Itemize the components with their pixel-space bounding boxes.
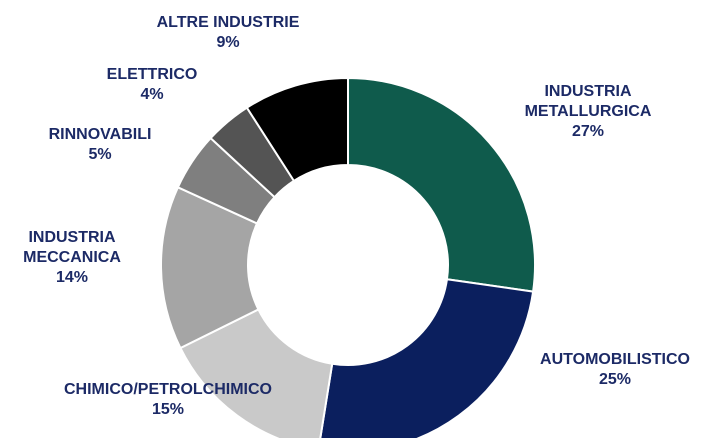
slice-label: INDUSTRIA MECCANICA 14% <box>17 228 127 288</box>
donut-slice <box>347 76 536 293</box>
slice-label: INDUSTRIA METALLURGICA 27% <box>513 82 663 142</box>
value-label: 9% <box>216 34 240 51</box>
value-label: 27% <box>571 123 605 140</box>
value-label: 4% <box>140 86 164 103</box>
value-label: 14% <box>55 269 89 286</box>
slice-label: AUTOMOBILISTICO 25% <box>515 350 710 390</box>
category-label: ALTRE INDUSTRIE <box>156 14 300 31</box>
category-label: INDUSTRIA MECCANICA <box>23 229 121 266</box>
value-label: 5% <box>88 146 112 163</box>
slice-label: ELETTRICO 4% <box>87 65 217 105</box>
slice-label: ALTRE INDUSTRIE 9% <box>128 13 328 53</box>
slice-label: CHIMICO/PETROLCHIMICO 15% <box>33 380 303 420</box>
value-label: 25% <box>598 371 632 388</box>
slice-label: RINNOVABILI 5% <box>35 125 165 165</box>
category-label: AUTOMOBILISTICO <box>540 351 690 368</box>
category-label: ELETTRICO <box>106 66 198 83</box>
category-label: INDUSTRIA METALLURGICA <box>524 83 652 120</box>
category-label: CHIMICO/PETROLCHIMICO <box>64 381 272 398</box>
donut-slice <box>245 76 349 183</box>
value-label: 15% <box>151 401 185 418</box>
donut-slice <box>319 278 535 438</box>
category-label: RINNOVABILI <box>48 126 152 143</box>
